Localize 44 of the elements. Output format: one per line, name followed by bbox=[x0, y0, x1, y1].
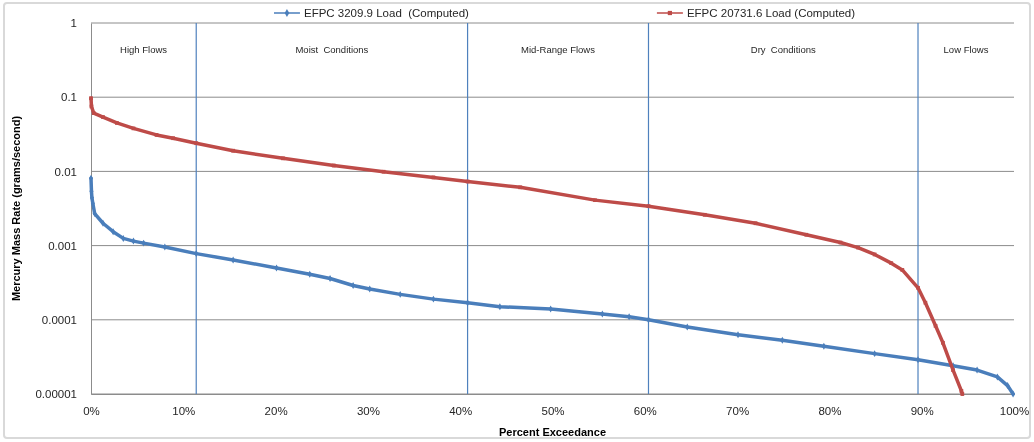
legend-label: EFPC 3209.9 Load (Computed) bbox=[303, 7, 470, 20]
point bbox=[916, 285, 920, 290]
point bbox=[351, 282, 356, 289]
x-tick-label: 90% bbox=[910, 405, 934, 418]
legend-label: EFPC 20731.6 Load (Computed) bbox=[686, 7, 856, 20]
point bbox=[593, 198, 597, 202]
annotation: Moist Conditions bbox=[295, 44, 369, 56]
y-axis-title: Mercury Mass Rate (grams/second) bbox=[9, 115, 22, 302]
x-tick-label: 50% bbox=[541, 405, 565, 418]
x-tick-label: 30% bbox=[356, 405, 380, 418]
point bbox=[171, 136, 176, 141]
point bbox=[231, 148, 236, 153]
x-tick-label: 60% bbox=[633, 405, 657, 418]
x-tick-label: 70% bbox=[726, 405, 750, 418]
x-tick-label: 80% bbox=[818, 405, 842, 418]
y-tick-label: 0.1 bbox=[61, 91, 77, 104]
x-tick-label: 100% bbox=[999, 405, 1030, 418]
point bbox=[91, 111, 96, 115]
point bbox=[951, 368, 955, 372]
point bbox=[281, 156, 285, 161]
point bbox=[900, 268, 905, 272]
annotation: High Flows bbox=[120, 44, 168, 56]
y-tick-label: 0.001 bbox=[48, 239, 77, 252]
point bbox=[941, 340, 945, 345]
y-tick-label: 0.00001 bbox=[35, 388, 77, 401]
point bbox=[194, 141, 199, 146]
point bbox=[702, 212, 707, 217]
x-tick-label: 10% bbox=[172, 405, 196, 418]
annotation: Low Flows bbox=[943, 44, 989, 56]
x-tick-label: 0% bbox=[83, 405, 100, 418]
x-axis-title: Percent Exceedance bbox=[498, 426, 607, 438]
annotation: Mid-Range Flows bbox=[521, 44, 596, 56]
x-tick-label: 20% bbox=[264, 405, 288, 418]
point bbox=[518, 185, 523, 190]
y-tick-label: 1 bbox=[70, 17, 77, 30]
y-tick-label: 0.01 bbox=[54, 165, 77, 178]
y-tick-label: 0.0001 bbox=[41, 313, 77, 326]
point bbox=[100, 219, 106, 227]
point bbox=[889, 261, 894, 266]
point bbox=[804, 232, 809, 237]
point bbox=[101, 115, 105, 119]
x-tick-label: 40% bbox=[449, 405, 473, 418]
annotation: Dry Conditions bbox=[750, 44, 816, 56]
point bbox=[114, 121, 119, 125]
